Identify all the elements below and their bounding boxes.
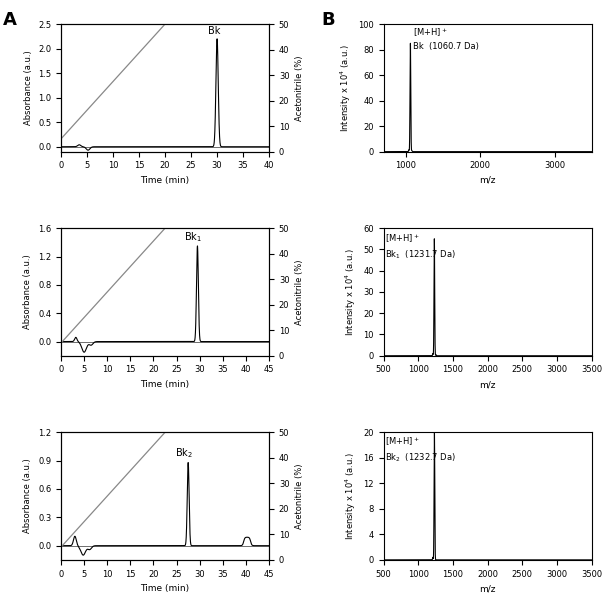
Y-axis label: Absorbance (a.u.): Absorbance (a.u.) [23, 459, 32, 533]
Text: A: A [2, 11, 16, 29]
Y-axis label: Acetonitrile (%): Acetonitrile (%) [295, 464, 304, 529]
Y-axis label: Absorbance (a.u.): Absorbance (a.u.) [24, 51, 32, 125]
X-axis label: Time (min): Time (min) [140, 380, 190, 389]
X-axis label: m/z: m/z [479, 584, 496, 593]
Text: Bk: Bk [208, 26, 221, 36]
Text: Bk$_1$: Bk$_1$ [184, 230, 202, 244]
Y-axis label: Absorbance (a.u.): Absorbance (a.u.) [23, 255, 32, 329]
X-axis label: Time (min): Time (min) [140, 176, 190, 185]
Y-axis label: Intensity x 10$^4$ (a.u.): Intensity x 10$^4$ (a.u.) [343, 452, 357, 540]
Text: [M+H]$^+$
Bk$_1$  (1231.7 Da): [M+H]$^+$ Bk$_1$ (1231.7 Da) [385, 232, 456, 261]
X-axis label: m/z: m/z [479, 176, 496, 185]
Y-axis label: Intensity x 10$^4$ (a.u.): Intensity x 10$^4$ (a.u.) [338, 44, 353, 132]
Y-axis label: Acetonitrile (%): Acetonitrile (%) [295, 55, 304, 120]
Text: Bk$_2$: Bk$_2$ [174, 446, 193, 460]
X-axis label: m/z: m/z [479, 380, 496, 389]
X-axis label: Time (min): Time (min) [140, 584, 190, 593]
Text: [M+H]$^+$
Bk  (1060.7 Da): [M+H]$^+$ Bk (1060.7 Da) [412, 26, 478, 51]
Text: B: B [321, 11, 335, 29]
Y-axis label: Acetonitrile (%): Acetonitrile (%) [295, 259, 304, 324]
Y-axis label: Intensity x 10$^4$ (a.u.): Intensity x 10$^4$ (a.u.) [343, 248, 357, 336]
Text: [M+H]$^+$
Bk$_2$  (1232.7 Da): [M+H]$^+$ Bk$_2$ (1232.7 Da) [385, 435, 456, 464]
